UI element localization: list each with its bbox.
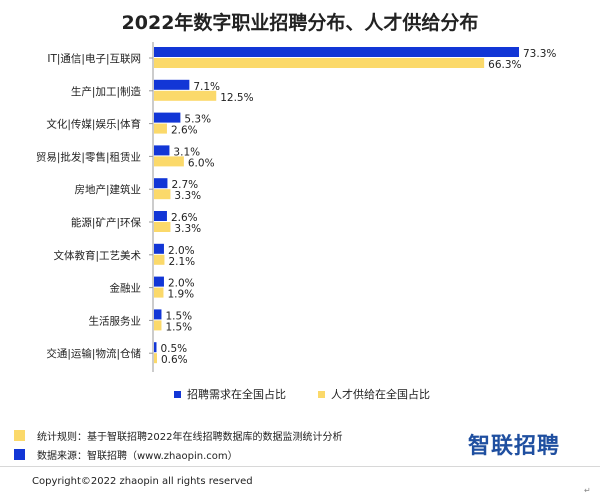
data-label-supply: 6.0% [188,157,215,169]
data-label-demand: 5.3% [184,114,211,126]
bar-supply [154,222,171,232]
bar-supply [154,353,157,364]
bar-supply [154,58,485,68]
data-label-supply: 3.3% [174,223,201,235]
bar-chart: IT|通信|电子|互联网 73.3%66.3% 生产|加工|制造 7.1%12.5% 文… [36,42,556,372]
data-label-demand: 2.7% [171,179,198,191]
data-label-supply: 1.9% [167,289,194,301]
bar-demand [154,309,162,320]
data-label-demand: 73.3% [523,48,556,60]
note-rule: 统计规则：基于智联招聘2022年在线招聘数据库的数据监测统计分析 [14,428,342,443]
legend-item-supply: 人才供给在全国占比 [318,386,430,402]
notes-section: 统计规则：基于智联招聘2022年在线招聘数据库的数据监测统计分析 数据来源：智联… [0,416,600,466]
legend-label-supply: 人才供给在全国占比 [331,388,430,401]
data-label-supply: 66.3% [488,59,521,71]
bar-supply [154,287,164,298]
legend-swatch-demand [174,390,181,398]
data-label-demand: 7.1% [193,81,220,93]
category-label: 能源|矿产|环保 [71,216,142,229]
note-swatch-supply [14,430,25,441]
bar-demand [154,211,167,221]
category-label: 房地产|建筑业 [74,183,141,196]
data-label-demand: 2.6% [171,212,198,224]
bar-supply [154,254,165,265]
bar-supply [154,189,171,200]
copyright-text: Copyright©2022 zhaopin all rights reserv… [32,476,253,487]
data-label-demand: 0.5% [160,343,187,355]
legend-item-demand: 招聘需求在全国占比 [174,386,286,402]
footer-divider [0,466,600,467]
bar-supply [154,156,184,167]
data-label-demand: 2.0% [168,278,195,290]
note-rule-text: 统计规则：基于智联招聘2022年在线招聘数据库的数据监测统计分析 [37,432,343,443]
bar-demand [154,342,157,353]
category-label: 交通|运输|物流|仓储 [46,347,141,360]
category-label: IT|通信|电子|互联网 [47,52,141,65]
category-label: 金融业 [110,282,142,295]
note-swatch-demand [14,449,25,460]
bar-demand [154,178,168,189]
data-label-supply: 0.6% [161,354,188,366]
data-label-demand: 1.5% [165,310,192,322]
category-label: 生活服务业 [89,314,142,327]
category-label: 文体教育|工艺美术 [53,249,141,262]
bar-supply [154,320,162,331]
brand-logo: 智联招聘 [468,434,561,459]
bar-demand [154,112,181,123]
note-source-text: 数据来源：智联招聘（www.zhaopin.com） [37,451,238,462]
bar-demand [154,276,164,287]
bar-demand [154,145,170,156]
bar-demand [154,79,190,90]
legend-label-demand: 招聘需求在全国占比 [187,388,286,401]
data-label-supply: 2.1% [168,256,195,268]
bar-supply [154,123,167,134]
category-label: 生产|加工|制造 [71,85,142,98]
legend-swatch-supply [318,390,325,398]
data-label-supply: 2.6% [171,125,198,137]
data-label-supply: 1.5% [165,321,192,333]
bar-demand [154,47,519,57]
note-source: 数据来源：智联招聘（www.zhaopin.com） [14,447,238,462]
data-label-demand: 2.0% [168,245,195,257]
bar-demand [154,243,164,254]
category-label: 贸易|批发|零售|租赁业 [36,150,141,163]
chart-title: 2022年数字职业招聘分布、人才供给分布 [121,12,479,34]
data-label-demand: 3.1% [173,146,200,158]
category-label: 文化|传媒|娱乐|体育 [46,118,141,131]
bar-supply [154,90,217,101]
return-mark: ↵ [584,486,591,495]
data-label-supply: 12.5% [220,92,253,104]
data-label-supply: 3.3% [174,190,201,202]
